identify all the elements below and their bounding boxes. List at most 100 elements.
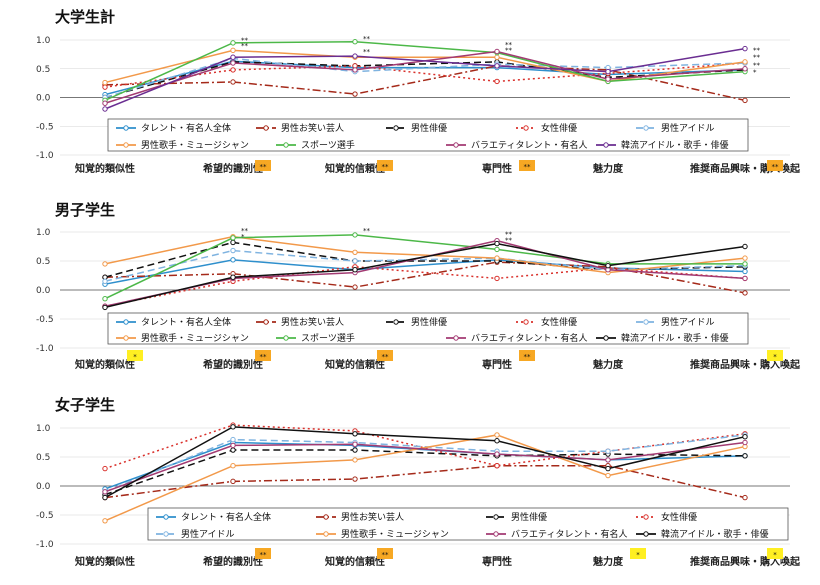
- significance-mark: **: [753, 47, 761, 55]
- legend-marker: [523, 125, 529, 131]
- significance-badge: [630, 548, 646, 559]
- data-point: [605, 457, 611, 463]
- data-point: [102, 100, 108, 106]
- legend-box: [147, 507, 789, 541]
- data-point: [230, 442, 236, 449]
- significance-badge: [767, 548, 783, 559]
- data-point: [494, 463, 500, 469]
- legend-marker: [283, 142, 289, 148]
- series-line: [104, 426, 746, 499]
- data-point: [352, 447, 358, 453]
- data-point: [230, 274, 236, 280]
- y-tick-label: -1.0: [36, 540, 54, 550]
- data-point: [102, 518, 108, 524]
- x-tick-label: 知覚的信頼性: [324, 358, 385, 371]
- significance-badge-label: **: [524, 163, 532, 171]
- legend-marker: [453, 142, 459, 148]
- legend-entry: 男性アイドル: [661, 122, 715, 134]
- legend-entry: 女性俳優: [541, 122, 577, 134]
- series-line: [104, 261, 746, 294]
- legend-entry: 男性お笑い芸人: [341, 511, 404, 523]
- legend-entry: 男性歌手・ミュージシャン: [341, 528, 449, 540]
- data-point: [494, 240, 500, 247]
- data-point: [352, 91, 358, 97]
- data-point: [230, 447, 236, 453]
- x-tick-label: 専門性: [482, 162, 512, 175]
- data-point: [352, 67, 358, 73]
- data-point: [605, 465, 611, 472]
- data-point: [230, 40, 236, 46]
- data-point: [494, 438, 500, 444]
- x-tick-label: 知覚的信頼性: [324, 555, 385, 568]
- legend-entry: 女性俳優: [541, 316, 577, 328]
- x-tick-label: 推奨商品興味・購入喚起: [690, 555, 801, 568]
- series-line: [104, 242, 746, 309]
- legend-marker: [163, 514, 169, 520]
- data-point: [742, 45, 748, 52]
- data-point: [230, 47, 236, 54]
- x-tick-label: 魅力度: [593, 162, 624, 175]
- data-point: [102, 278, 108, 284]
- legend-marker: [643, 514, 649, 520]
- data-point: [352, 431, 358, 437]
- significance-mark: **: [505, 231, 513, 239]
- significance-badge-label: **: [382, 163, 390, 171]
- legend-marker: [263, 319, 269, 325]
- series-line: [104, 249, 746, 283]
- significance-mark: **: [363, 48, 371, 56]
- data-point: [102, 465, 108, 472]
- x-tick-label: 希望的識別性: [202, 358, 263, 371]
- data-point: [352, 267, 358, 273]
- legend-marker: [163, 531, 169, 537]
- significance-badge: [255, 350, 271, 361]
- series-line: [104, 441, 746, 493]
- y-tick-label: 0.0: [36, 94, 51, 104]
- data-point: [102, 489, 108, 495]
- data-point: [605, 448, 611, 454]
- data-point: [352, 476, 358, 482]
- data-point: [742, 66, 748, 72]
- significance-badge-label: **: [524, 353, 532, 361]
- data-point: [742, 261, 748, 267]
- data-point: [230, 436, 236, 443]
- significance-mark: **: [505, 236, 513, 244]
- data-point: [352, 232, 358, 238]
- data-point: [742, 255, 748, 261]
- series-line: [104, 47, 746, 110]
- x-tick-label: 推奨商品興味・購入喚起: [690, 358, 801, 371]
- legend-marker: [393, 125, 399, 131]
- significance-badge-label: **: [772, 163, 780, 171]
- series-line: [104, 65, 746, 102]
- legend-entry: 男性アイドル: [181, 528, 235, 540]
- series-line: [104, 61, 746, 99]
- x-tick-label: 魅力度: [593, 555, 624, 568]
- data-point: [494, 48, 500, 55]
- legend-marker: [493, 514, 499, 520]
- data-point: [102, 84, 108, 90]
- legend-entry: 男性歌手・ミュージシャン: [141, 332, 249, 344]
- data-point: [742, 97, 748, 104]
- data-point: [494, 432, 500, 438]
- series-line: [104, 434, 746, 493]
- x-tick-label: 専門性: [482, 358, 512, 371]
- legend-entry: 男性お笑い芸人: [281, 122, 344, 134]
- significance-badge: [255, 160, 271, 171]
- data-point: [494, 255, 500, 261]
- significance-mark: **: [241, 227, 249, 235]
- y-tick-label: 0.0: [36, 286, 51, 296]
- significance-badge-label: **: [260, 551, 268, 559]
- x-tick-label: 知覚的類似性: [74, 555, 135, 568]
- data-point: [605, 262, 611, 269]
- legend-marker: [123, 142, 129, 148]
- legend-marker: [123, 125, 129, 131]
- data-point: [352, 258, 358, 264]
- significance-badge: [767, 350, 783, 361]
- x-tick-label: 希望的識別性: [202, 162, 263, 175]
- data-point: [102, 261, 108, 267]
- y-tick-label: 1.0: [36, 424, 51, 434]
- y-tick-label: 0.5: [36, 65, 50, 75]
